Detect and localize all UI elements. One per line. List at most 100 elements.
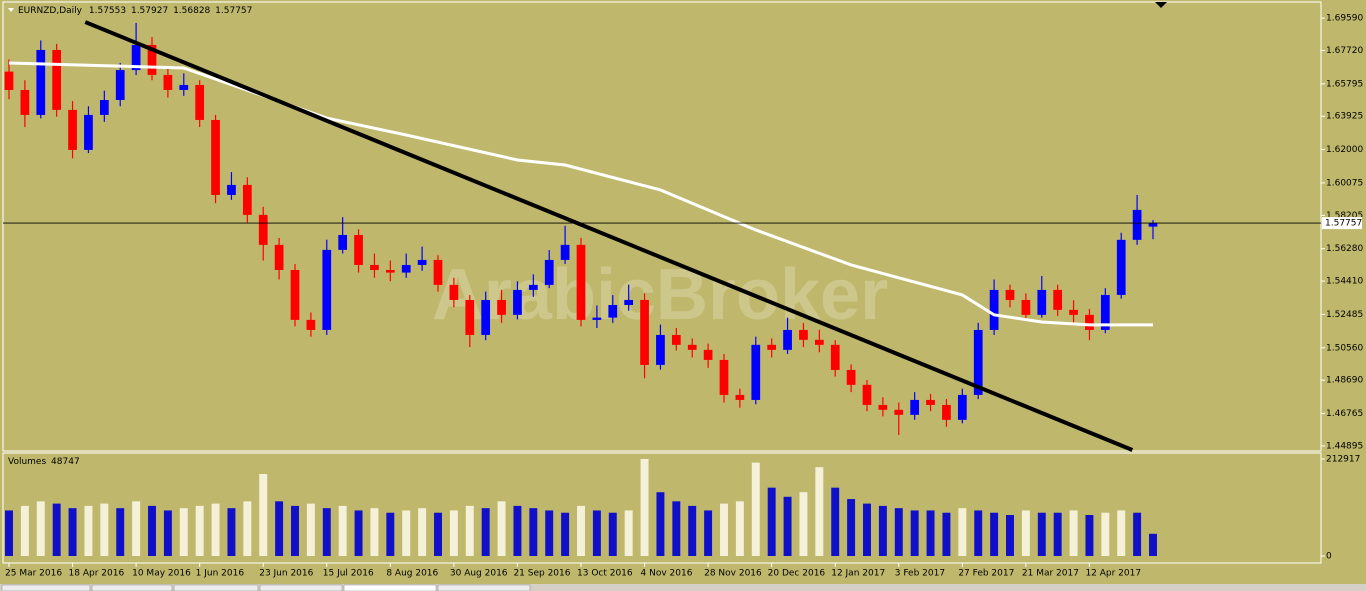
tab[interactable] (1, 584, 91, 591)
volume-bar (52, 503, 61, 556)
y-tick-label: 1.50560 (1326, 343, 1363, 353)
volume-bar (402, 510, 411, 556)
candle-body (290, 269, 300, 320)
volume-bar (275, 501, 284, 556)
volume-bar (529, 508, 538, 556)
y-tick-label: 1.46765 (1326, 409, 1363, 419)
volume-bar (767, 487, 776, 556)
candle-body (1053, 289, 1063, 310)
candle-body (195, 84, 205, 120)
candle-body (1005, 289, 1015, 300)
volume-bar (1117, 510, 1126, 556)
volume-bar (497, 501, 506, 556)
y-tick-label: 1.65795 (1326, 79, 1363, 89)
y-tick-label: 1.58205 (1326, 211, 1363, 221)
volume-header: Volumes 48747 (8, 457, 80, 467)
y-tick-label: 1.56280 (1326, 244, 1363, 254)
volume-bar (100, 503, 109, 556)
volume-current: 48747 (51, 457, 80, 467)
volume-bar (926, 510, 935, 556)
x-tick-label: 30 Aug 2016 (450, 569, 508, 579)
candle-body (767, 344, 777, 350)
x-tick-label: 18 Apr 2016 (69, 569, 125, 579)
candle-body (258, 214, 268, 245)
candle-body (84, 114, 93, 150)
y-tick-label: 1.52485 (1326, 310, 1363, 320)
watermark: ArabicBroker (432, 255, 888, 335)
chart-header: EURNZD,Daily 1.57553 1.57927 1.56828 1.5… (18, 6, 252, 16)
volume-bar (1101, 512, 1110, 556)
candle-body (544, 259, 554, 285)
volume-bar (513, 505, 522, 556)
volume-bar (354, 510, 363, 556)
volume-bar (751, 462, 760, 556)
y-tick-label: 1.63925 (1326, 112, 1363, 122)
x-tick-label: 3 Feb 2017 (895, 569, 945, 579)
volume-bar (306, 503, 315, 556)
volume-bar (640, 459, 649, 556)
candle-body (687, 344, 697, 350)
menu-arrow[interactable] (8, 8, 14, 12)
candle-body (624, 299, 634, 305)
candle-body (99, 100, 109, 115)
tab[interactable] (173, 584, 259, 591)
volume-bar (910, 510, 919, 556)
candle-body (608, 304, 618, 318)
volume-bar (783, 496, 792, 556)
candle-body (957, 394, 967, 420)
volume-bar (1149, 533, 1157, 556)
volume-bar (1085, 514, 1094, 556)
x-tick-label: 12 Jan 2017 (831, 569, 885, 579)
volume-bar (1053, 512, 1062, 556)
volume-bar (449, 510, 458, 556)
x-tick-label: 1 Jun 2016 (196, 569, 245, 579)
volume-bar (116, 508, 125, 556)
tab[interactable] (259, 584, 343, 591)
x-tick-label: 21 Mar 2017 (1022, 569, 1079, 579)
candle-body (576, 244, 586, 320)
price-label-box (1322, 217, 1362, 230)
volume-bar (179, 508, 188, 556)
volume-bar (878, 505, 887, 556)
candle-body (656, 334, 665, 365)
volume-bar (958, 508, 967, 556)
quote-high: 1.57927 (131, 6, 168, 16)
volume-bar (386, 512, 395, 556)
candle-body (1100, 294, 1110, 330)
volume-bar (942, 512, 951, 556)
x-tick-label: 25 Mar 2016 (5, 569, 62, 579)
volume-bar (481, 508, 490, 556)
x-tick-label: 13 Oct 2016 (577, 569, 633, 579)
x-tick-label: 15 Jul 2016 (323, 569, 374, 579)
candle-body (131, 44, 141, 71)
candle-body (830, 344, 840, 370)
y-tick-label: 1.44895 (1326, 441, 1363, 451)
candle-body (274, 244, 284, 270)
volume-bar (704, 510, 713, 556)
x-tick-label: 4 Nov 2016 (641, 569, 693, 579)
price-pane (2, 1, 1322, 452)
candle-body (227, 184, 236, 195)
volume-bar (656, 492, 665, 556)
tab[interactable] (91, 584, 173, 591)
candle-body (1148, 223, 1158, 227)
candle-body (115, 70, 125, 101)
tab-active[interactable] (343, 584, 437, 591)
volume-bar (243, 501, 252, 556)
volume-bar (847, 499, 856, 556)
x-tick-label: 23 Jun 2016 (259, 569, 313, 579)
volume-bar (672, 501, 681, 556)
candle-body (179, 84, 189, 90)
volume-pane (2, 452, 1322, 564)
volume-bar (163, 510, 172, 556)
price-label: 1.57757 (1325, 219, 1362, 229)
candle-body (814, 339, 824, 345)
candle-body (338, 234, 348, 250)
volume-bar (720, 503, 728, 556)
tab[interactable] (437, 584, 531, 591)
candle-body (354, 234, 363, 265)
volume-bar (1021, 510, 1030, 556)
candle-body (417, 259, 427, 265)
